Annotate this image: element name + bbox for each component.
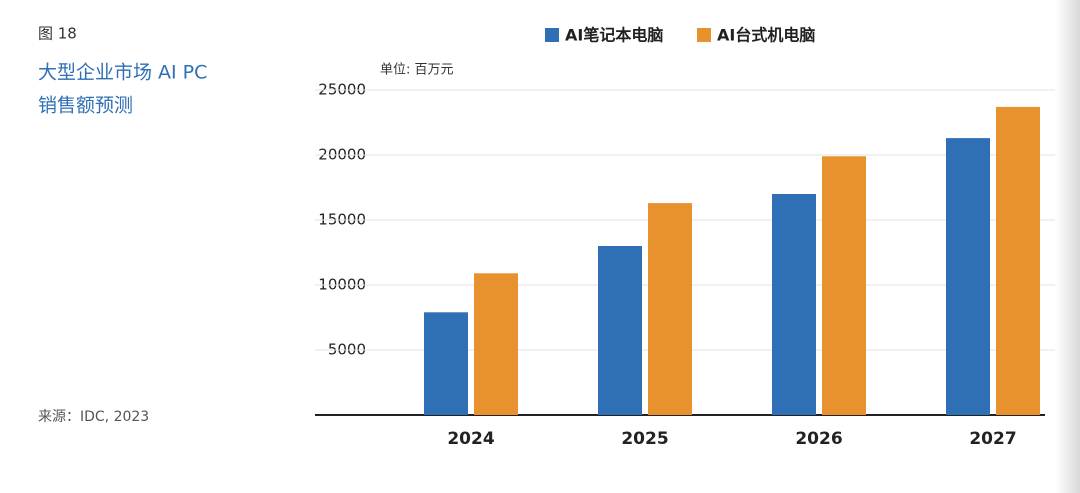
bar bbox=[598, 246, 642, 415]
legend-label: AI台式机电脑 bbox=[717, 26, 815, 45]
bar bbox=[474, 273, 518, 415]
x-tick-label: 2026 bbox=[795, 429, 842, 449]
source: 来源：IDC, 2023 bbox=[38, 409, 149, 425]
chart-title: 销售额预测 bbox=[38, 95, 133, 117]
page-edge bbox=[1055, 0, 1080, 493]
x-tick-label: 2027 bbox=[969, 429, 1016, 449]
legend-label: AI笔记本电脑 bbox=[565, 26, 663, 45]
x-tick-label: 2024 bbox=[447, 429, 494, 449]
figure-label: 图 18 bbox=[38, 25, 77, 43]
unit-label: 单位: 百万元 bbox=[380, 63, 454, 78]
bar bbox=[772, 194, 816, 415]
bar bbox=[996, 106, 1040, 416]
legend-swatch bbox=[697, 28, 711, 42]
bar bbox=[424, 312, 468, 415]
bar bbox=[648, 203, 692, 415]
x-tick-label: 2025 bbox=[621, 429, 668, 449]
bar bbox=[822, 156, 866, 416]
legend-swatch bbox=[545, 28, 559, 42]
bar bbox=[946, 138, 990, 415]
chart-title: 大型企业市场 AI PC bbox=[38, 62, 207, 84]
